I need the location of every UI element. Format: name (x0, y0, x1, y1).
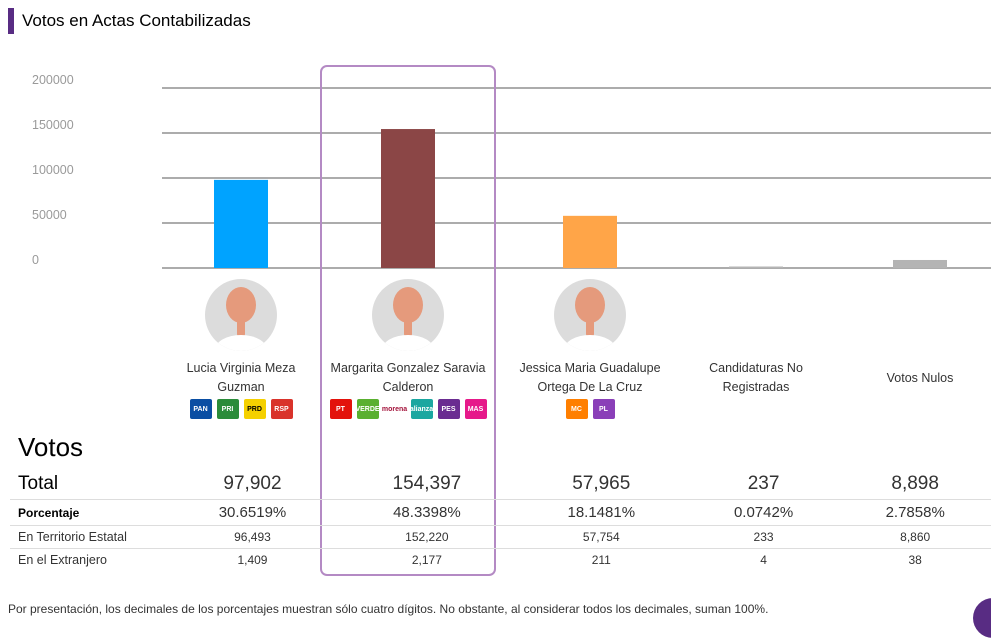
table-row-total: Total 97,902 154,397 57,965 237 8,898 (10, 469, 991, 500)
cell: 97,902 (223, 473, 282, 494)
avatar-head-icon (575, 287, 605, 323)
avatar-head-icon (393, 287, 423, 323)
cell: 8,898 (891, 473, 939, 494)
table-row-abroad: En el Extranjero 1,409 2,177 211 4 38 (10, 549, 991, 572)
pt-logo-icon: PT (329, 399, 352, 419)
cell: 152,220 (405, 530, 449, 544)
party-logos: MC PL (505, 399, 675, 419)
candidate-name-line1: Lucia Virginia Meza (186, 361, 296, 375)
mc-logo-icon: MC (565, 399, 588, 419)
candidate-name: Margarita Gonzalez Saravia Calderon (323, 359, 493, 397)
table-row-state-territory: En Territorio Estatal 96,493 152,220 57,… (10, 526, 991, 549)
avatar-neck-icon (586, 319, 594, 337)
candidate-name-line2: Guzman (217, 380, 265, 394)
candidate-avatar (205, 279, 277, 351)
section-header: Votos en Actas Contabilizadas (8, 8, 251, 34)
page-title: Votos en Actas Contabilizadas (22, 11, 251, 30)
cell: 30.6519% (218, 504, 287, 521)
prd-logo-icon: PRD (243, 399, 266, 419)
candidate-name-line1: Margarita Gonzalez Saravia (330, 361, 486, 375)
pri-logo-icon: PRI (216, 399, 239, 419)
avatar-head-icon (226, 287, 256, 323)
candidate-name-line2: Registradas (722, 380, 790, 394)
avatar-body-icon (564, 335, 616, 351)
pes-logo-icon: PES (437, 399, 460, 419)
title-accent-bar (8, 8, 14, 34)
row-label: En el Extranjero (18, 553, 107, 567)
candidate-name: Votos Nulos (835, 369, 991, 388)
rsp-logo-icon: RSP (270, 399, 293, 419)
bar-2[interactable] (381, 129, 435, 268)
y-tick-label: 200000 (32, 73, 74, 87)
floating-help-button[interactable] (973, 598, 991, 638)
footnote: Por presentación, los decimales de los p… (8, 602, 769, 616)
mas-logo-icon: MAS (464, 399, 487, 419)
avatar-body-icon (382, 335, 434, 351)
cell: 4 (760, 553, 767, 567)
candidate-name: Candidaturas No Registradas (671, 359, 841, 397)
row-label: Total (18, 473, 59, 494)
votes-table: Total 97,902 154,397 57,965 237 8,898 Po… (10, 469, 991, 571)
cell: 2.7858% (885, 504, 945, 521)
table-row-percentage: Porcentaje 30.6519% 48.3398% 18.1481% 0.… (10, 500, 991, 526)
cell: 18.1481% (567, 504, 636, 521)
alianza-logo-icon: alianza (410, 399, 433, 419)
bar-3[interactable] (563, 215, 617, 268)
cell: 154,397 (392, 473, 462, 494)
cell: 237 (747, 473, 780, 494)
cell: 211 (591, 553, 611, 567)
cell: 0.0742% (733, 504, 794, 521)
cell: 48.3398% (393, 504, 461, 521)
bar-5[interactable] (893, 259, 947, 268)
candidate-name-line1: Candidaturas No (709, 361, 803, 375)
cell: 57,754 (582, 530, 620, 544)
votes-title: Votos (18, 432, 84, 462)
party-logos: PAN PRI PRD RSP (156, 399, 326, 419)
candidate-name: Jessica Maria Guadalupe Ortega De La Cruz (505, 359, 675, 397)
candidate-name: Lucia Virginia Meza Guzman (156, 359, 326, 397)
cell: 233 (753, 530, 774, 544)
y-tick-label: 0 (32, 253, 39, 267)
bar-4[interactable] (729, 266, 783, 269)
cell: 57,965 (572, 473, 631, 494)
cell: 1,409 (237, 553, 268, 567)
avatar-neck-icon (404, 319, 412, 337)
y-tick-label: 50000 (32, 208, 67, 222)
morena-logo-icon: morena (382, 399, 407, 419)
candidate-name-line2: Ortega De La Cruz (537, 380, 643, 394)
bar-1[interactable] (214, 179, 268, 268)
y-tick-label: 150000 (32, 118, 74, 132)
avatar-neck-icon (237, 319, 245, 337)
pan-logo-icon: PAN (189, 399, 212, 419)
avatar-body-icon (215, 335, 267, 351)
candidate-name-line1: Votos Nulos (886, 371, 954, 385)
candidate-avatar (554, 279, 626, 351)
y-tick-label: 100000 (32, 163, 74, 177)
candidate-avatar (372, 279, 444, 351)
row-label: Porcentaje (18, 505, 80, 520)
cell: 96,493 (234, 530, 271, 544)
candidate-name-line1: Jessica Maria Guadalupe (519, 361, 661, 375)
candidate-name-line2: Calderon (382, 380, 434, 394)
row-label: En Territorio Estatal (18, 530, 127, 544)
verde-logo-icon: VERDE (355, 399, 380, 419)
party-logos: PT VERDE morena alianza PES MAS (323, 399, 493, 419)
cell: 2,177 (411, 553, 442, 567)
bar-chart: 200000 150000 100000 50000 0 (32, 73, 991, 269)
local-party-logo-icon: PL (592, 399, 615, 419)
cell: 8,860 (900, 530, 931, 544)
cell: 38 (908, 553, 922, 567)
